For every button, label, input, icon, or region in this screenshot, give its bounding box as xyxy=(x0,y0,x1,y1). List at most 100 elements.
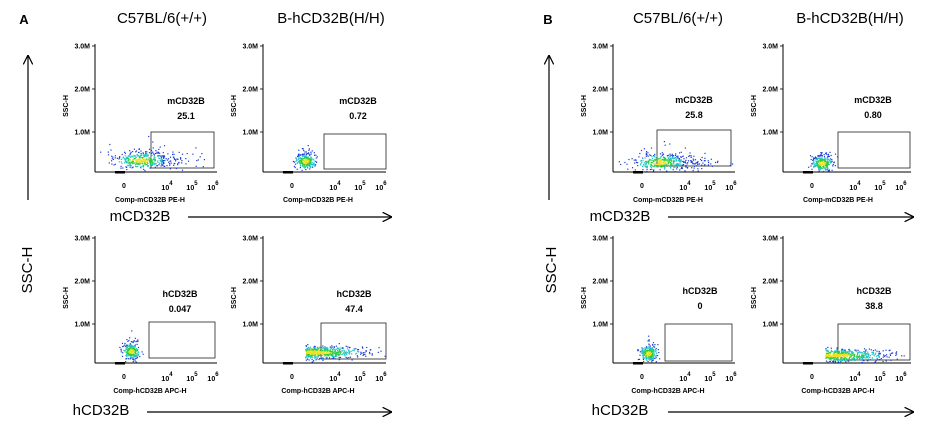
event-dot xyxy=(310,161,312,163)
event-dot xyxy=(643,349,645,351)
event-dot xyxy=(677,163,679,166)
x-tick-base: 10 xyxy=(186,376,194,383)
event-dot xyxy=(309,355,311,357)
event-dot xyxy=(157,155,159,157)
event-dot xyxy=(845,350,847,353)
event-dot xyxy=(136,355,139,357)
event-dot xyxy=(647,357,649,359)
event-dot xyxy=(647,161,649,163)
event-dot xyxy=(874,353,876,355)
event-dot xyxy=(133,345,135,347)
y-tick-label: 1.0M xyxy=(762,322,778,329)
event-dot xyxy=(637,165,639,167)
y-tick-label: 2.0M xyxy=(592,87,608,94)
event-dot xyxy=(334,350,336,353)
event-dot xyxy=(844,352,847,354)
event-dot xyxy=(135,151,137,153)
event-dot xyxy=(656,159,658,161)
event-dot xyxy=(679,164,681,166)
event-dot xyxy=(322,359,324,361)
column-header: C57BL/6(+/+) xyxy=(117,10,207,27)
event-dot xyxy=(671,154,673,156)
event-dot xyxy=(653,346,656,348)
event-dot xyxy=(316,349,318,351)
event-dot xyxy=(173,163,175,165)
event-dot xyxy=(307,350,309,352)
event-dot xyxy=(822,170,825,173)
x-axis-title: Comp-mCD32B PE-H xyxy=(283,197,353,204)
event-dot xyxy=(635,159,637,161)
event-dot xyxy=(348,353,350,355)
event-dot xyxy=(312,351,315,353)
event-dot xyxy=(653,346,655,348)
event-dot xyxy=(307,158,309,161)
event-dot xyxy=(896,351,898,353)
event-dot xyxy=(326,354,328,356)
event-dot xyxy=(129,358,131,360)
event-dot xyxy=(837,354,840,356)
event-dot xyxy=(303,164,305,166)
event-dot xyxy=(343,352,345,354)
event-dot xyxy=(826,165,828,167)
event-dot xyxy=(136,160,138,162)
event-dot xyxy=(829,360,831,363)
event-dot xyxy=(644,352,647,354)
event-dot xyxy=(348,357,350,359)
x-tick-exponent: 5 xyxy=(882,181,886,187)
event-dot xyxy=(138,156,140,158)
event-dot xyxy=(178,151,180,153)
event-dot xyxy=(128,353,130,355)
event-dot xyxy=(154,159,156,161)
event-dot xyxy=(819,161,821,163)
event-dot xyxy=(826,164,828,166)
event-dot xyxy=(648,346,650,348)
event-dot xyxy=(824,164,827,166)
event-dot xyxy=(305,352,307,354)
event-dot xyxy=(163,165,165,167)
gate-name: mCD32B xyxy=(675,95,713,105)
event-dot xyxy=(158,152,160,154)
event-dot xyxy=(865,353,867,356)
event-dot xyxy=(882,360,884,363)
event-dot xyxy=(129,344,131,347)
event-dot xyxy=(335,348,338,350)
x-tick-label: 105 xyxy=(874,181,886,192)
event-dot xyxy=(661,166,663,168)
event-dot xyxy=(314,350,316,352)
event-dot xyxy=(302,161,304,163)
event-dot xyxy=(867,353,869,355)
event-dot xyxy=(876,358,878,360)
event-dot xyxy=(813,164,815,166)
event-dot xyxy=(192,153,194,155)
x-axis-title: Comp-hCD32B APC-H xyxy=(801,388,874,395)
event-dot xyxy=(166,165,168,167)
event-dot xyxy=(858,354,860,356)
event-dot xyxy=(662,157,664,159)
event-dot xyxy=(136,353,138,355)
event-dot xyxy=(140,152,142,155)
event-dot xyxy=(669,162,671,164)
event-dot xyxy=(663,164,665,166)
event-dot xyxy=(153,158,155,160)
event-dot xyxy=(177,164,179,166)
event-dot xyxy=(656,159,658,161)
x-tick-exponent: 4 xyxy=(687,181,691,187)
event-dot xyxy=(729,164,731,166)
event-dot xyxy=(120,158,122,160)
event-dot xyxy=(311,161,313,163)
event-dot xyxy=(134,157,136,160)
event-dot xyxy=(153,153,155,155)
event-dot xyxy=(301,161,303,163)
event-dot xyxy=(305,357,307,359)
event-dot xyxy=(128,339,130,342)
event-dot xyxy=(652,349,654,351)
event-dot xyxy=(667,160,669,162)
event-dot xyxy=(828,155,830,157)
event-dot xyxy=(892,352,894,354)
event-dot xyxy=(843,358,846,360)
event-dot xyxy=(321,352,323,354)
event-dot xyxy=(648,353,650,355)
event-dot xyxy=(654,164,656,166)
event-dot xyxy=(710,163,712,165)
